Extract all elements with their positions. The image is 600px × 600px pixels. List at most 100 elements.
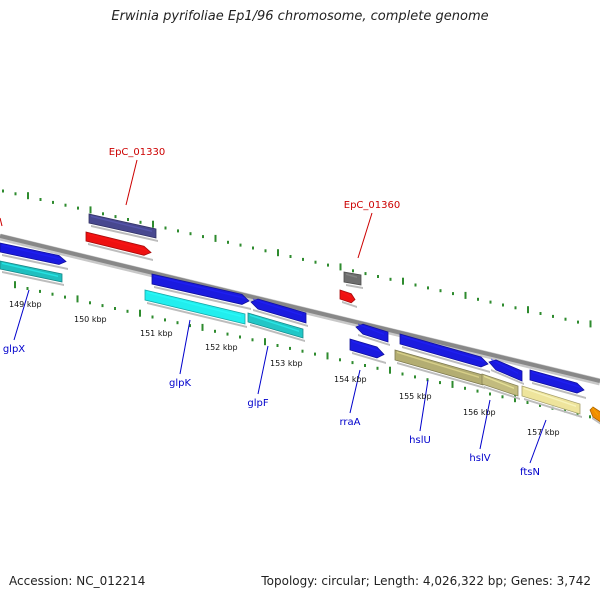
- gc-skew-tick: [276, 344, 279, 347]
- gc-skew-tick: [164, 318, 166, 322]
- genome-backbone: [0, 234, 600, 383]
- gc-skew-tick: [464, 386, 466, 390]
- gc-skew-tick: [314, 352, 316, 356]
- gc-skew-tick: [377, 275, 379, 278]
- label-leader-line: [529, 419, 547, 464]
- gc-skew-tick: [77, 206, 79, 210]
- gene-label-glpX[interactable]: glpX: [3, 344, 25, 355]
- ruler-tick-label: 157 kbp: [527, 428, 560, 437]
- gc-skew-tick: [214, 234, 217, 242]
- map-title: Erwinia pyrifoliae Ep1/96 chromosome, co…: [111, 9, 489, 24]
- gc-skew-tick: [401, 372, 404, 376]
- hslU-cds[interactable]: [399, 333, 490, 373]
- gc-skew-tick: [514, 395, 516, 403]
- ruler-tick-label: 156 kbp: [463, 408, 496, 417]
- label-leaders: [13, 159, 547, 464]
- gc-skew-tick: [214, 329, 216, 333]
- gc-skew-tick: [489, 300, 492, 304]
- gc-skew-tick: [526, 401, 529, 404]
- gc-skew-tick: [389, 277, 392, 281]
- gc-skew-tick: [364, 272, 367, 276]
- gc-skew-tick: [501, 395, 504, 399]
- gene-label-glpK[interactable]: glpK: [169, 378, 191, 389]
- gc-skew-tick: [351, 361, 354, 365]
- ruler-tick-label: 155 kbp: [399, 392, 432, 401]
- EpC_01360-cog[interactable]: [343, 271, 363, 289]
- gc-skew-tick: [364, 364, 366, 367]
- gene-label-EpC_01330[interactable]: EpC_01330: [109, 147, 165, 158]
- EpC_01330-cds[interactable]: [85, 231, 153, 261]
- gc-skew-tick: [251, 338, 254, 342]
- gene-label-rraA[interactable]: rraA: [339, 417, 360, 428]
- label-leader-line: [179, 319, 191, 375]
- gc-skew-tick: [139, 309, 141, 317]
- gc-skew-tick: [227, 240, 229, 244]
- EpC_01360-cds[interactable]: [339, 289, 357, 308]
- feature-track: [0, 213, 600, 428]
- gc-skew-tick: [552, 314, 554, 318]
- ruler-tick-label: 150 kbp: [74, 315, 107, 324]
- glpK-cds[interactable]: [151, 273, 251, 310]
- gc-skew-tick: [201, 323, 204, 331]
- gene-label-track: EpC_01330 EpC_01360 glpX glpK glpF rraA hslU hs…: [3, 147, 540, 478]
- accession-label: Accession: NC_012214: [9, 574, 146, 588]
- gc-skew-tick: [502, 303, 504, 307]
- ruler-tick-label: 149 kbp: [9, 300, 42, 309]
- gc-skew-tick: [564, 317, 567, 321]
- gc-skew-tick: [52, 200, 54, 204]
- ruler-tick-label: 154 kbp: [334, 375, 367, 384]
- gene-label-EpC_01360[interactable]: EpC_01360: [344, 200, 400, 211]
- gc-skew-tick: [152, 220, 154, 228]
- gc-skew-tick: [464, 291, 467, 299]
- gc-skew-tick: [239, 243, 242, 247]
- hslV-cds[interactable]: [488, 358, 524, 386]
- rraA-cds-lower[interactable]: [349, 338, 386, 364]
- gc-skew-tick: [589, 415, 591, 419]
- gc-skew-tick: [264, 249, 267, 253]
- hslU-cog[interactable]: [394, 349, 485, 389]
- gc-skew-tick: [39, 198, 42, 201]
- glpX-rna[interactable]: [0, 260, 64, 286]
- gene-label-ftsN[interactable]: ftsN: [520, 467, 540, 478]
- EpC_01330-cog[interactable]: [88, 213, 158, 242]
- gc-skew-tick: [426, 378, 429, 382]
- label-leader-line: [357, 212, 373, 259]
- gc-skew-tick: [402, 277, 404, 285]
- edge-orange-feature[interactable]: [589, 406, 600, 428]
- gene-label-hslV[interactable]: hslV: [469, 453, 490, 464]
- gc-skew-tick: [527, 306, 529, 314]
- glpF-cds[interactable]: [250, 298, 308, 328]
- ftsN-cog[interactable]: [521, 385, 582, 418]
- gc-skew-track-upper: [2, 189, 592, 328]
- gc-skew-tick: [301, 349, 304, 353]
- gc-skew-tick: [189, 324, 191, 328]
- gc-skew-tick: [102, 212, 104, 216]
- rraA-cds-upper[interactable]: [355, 323, 390, 347]
- glpF-rna[interactable]: [247, 312, 305, 342]
- label-leader-line: [125, 159, 138, 206]
- hslV-cog[interactable]: [481, 373, 520, 400]
- gc-skew-tick: [202, 235, 204, 239]
- ruler-tick-label: 153 kbp: [270, 359, 303, 368]
- gc-skew-tick: [89, 206, 92, 214]
- glpX-forward-cds[interactable]: [0, 242, 68, 270]
- gc-skew-tick: [114, 307, 116, 310]
- gc-skew-tick: [177, 229, 179, 233]
- edge-red-mark: [0, 217, 3, 227]
- gc-skew-tick: [326, 352, 329, 360]
- label-leader-line: [257, 345, 269, 395]
- gc-skew-tick: [264, 338, 266, 346]
- gc-skew-tick: [76, 295, 79, 303]
- gc-skew-tick: [176, 321, 179, 325]
- gc-skew-tick: [539, 312, 542, 315]
- gc-skew-tick: [289, 346, 291, 350]
- ftsN-cds[interactable]: [529, 369, 586, 399]
- gc-skew-tick: [514, 306, 517, 310]
- gc-skew-tick: [339, 358, 341, 362]
- gc-skew-tick: [252, 246, 254, 250]
- glpK-rna[interactable]: [144, 289, 247, 328]
- gc-skew-tick: [439, 381, 441, 385]
- gene-label-glpF[interactable]: glpF: [247, 398, 268, 409]
- gene-label-hslU[interactable]: hslU: [409, 435, 431, 446]
